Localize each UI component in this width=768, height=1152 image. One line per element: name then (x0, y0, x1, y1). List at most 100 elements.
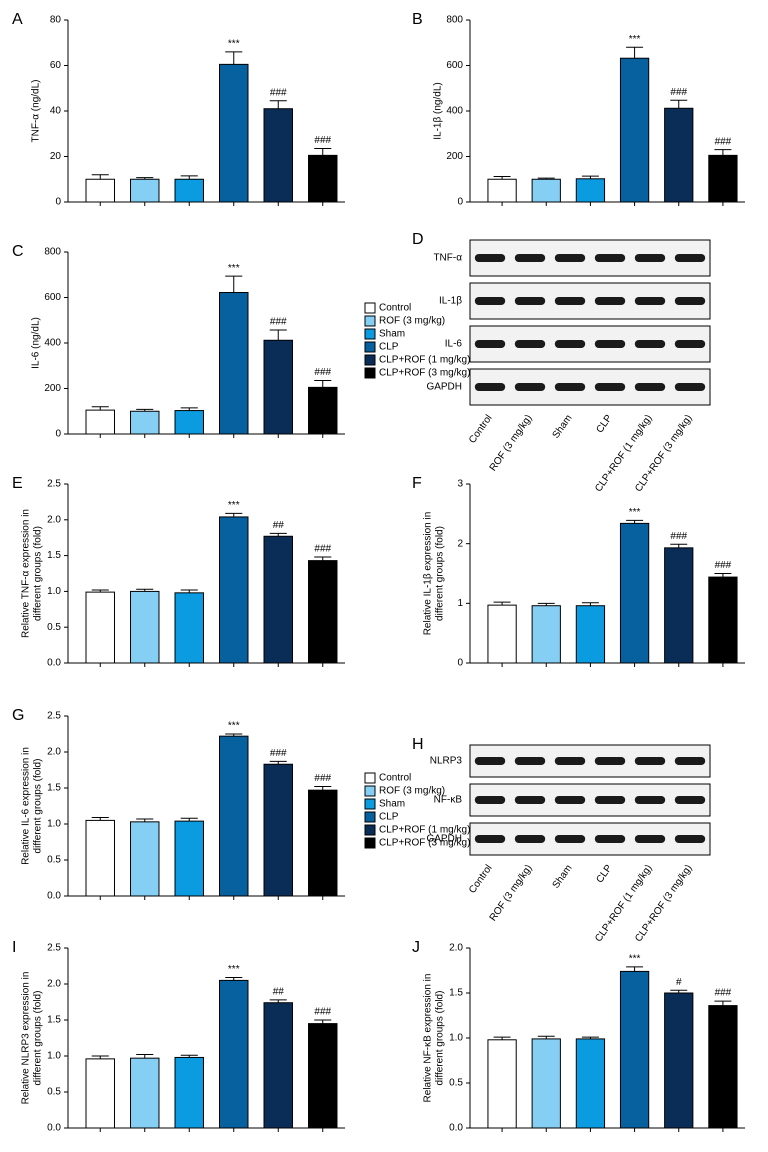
blot-band (554, 383, 586, 391)
significance-label: *** (629, 34, 641, 45)
blot-band (634, 254, 666, 262)
blot-band (554, 254, 586, 262)
blot-frame (469, 325, 711, 363)
y-tick-label: 200 (44, 383, 61, 394)
blot-band (554, 297, 586, 305)
significance-label: *** (228, 964, 240, 975)
legend-label: Control (379, 303, 411, 314)
significance-label: ### (314, 544, 331, 555)
significance-label: ## (273, 986, 285, 997)
y-tick-label: 2.0 (47, 747, 61, 758)
bar (619, 522, 650, 664)
y-tick-label: 0.5 (449, 1078, 463, 1089)
y-axis-label: Relative IL-1β expression in (423, 512, 434, 636)
bar (174, 592, 204, 664)
significance-label: ### (715, 988, 732, 999)
y-axis-label: TNF-α (ng/dL) (31, 79, 42, 142)
blot-band (474, 254, 506, 262)
bar (531, 1038, 561, 1129)
legend-label: CLP (379, 812, 399, 823)
bar (219, 735, 249, 897)
bar (308, 560, 338, 664)
blot-band (634, 383, 666, 391)
bar (85, 591, 115, 664)
bar (263, 1002, 293, 1129)
bar (263, 763, 293, 897)
blot-band (674, 757, 706, 765)
blot-band (594, 340, 626, 348)
significance-label: ### (715, 560, 732, 571)
blot-row-label: GAPDH (426, 834, 462, 845)
blot-band (474, 835, 506, 843)
y-tick-label: 1.0 (47, 819, 61, 830)
panel-label: D (412, 231, 424, 248)
significance-label: ### (314, 135, 331, 146)
y-tick-label: 0 (457, 658, 463, 669)
y-tick-label: 600 (44, 292, 61, 303)
bar (85, 1058, 115, 1129)
blot-band (594, 254, 626, 262)
bar (219, 63, 249, 203)
blot-band (594, 757, 626, 765)
y-axis-label: different groups (fold) (33, 991, 44, 1086)
y-axis-label: IL-1β (ng/dL) (433, 82, 444, 139)
legend-swatch (364, 824, 376, 836)
y-axis-label: Relative NF-κB expression in (423, 974, 434, 1103)
y-tick-label: 0.5 (47, 1087, 61, 1098)
bar (219, 516, 249, 664)
legend-swatch (364, 811, 376, 823)
bar (85, 819, 115, 897)
significance-label: *** (228, 263, 240, 274)
bar (130, 590, 160, 664)
blot-band (674, 254, 706, 262)
y-tick-label: 2.0 (47, 514, 61, 525)
y-tick-label: 800 (44, 247, 61, 258)
blot-band (674, 340, 706, 348)
blot-band (674, 796, 706, 804)
bar (575, 178, 606, 203)
blot-band (554, 835, 586, 843)
bar (487, 1039, 517, 1129)
bar (174, 820, 204, 897)
blot-lane-label: CLP (594, 863, 614, 886)
bar (487, 178, 517, 203)
significance-label: ### (715, 136, 732, 147)
bar (575, 605, 606, 664)
panel-label: B (412, 11, 423, 28)
bar (664, 107, 694, 203)
blot-band (474, 796, 506, 804)
y-tick-label: 1.0 (47, 1051, 61, 1062)
legend-swatch (364, 837, 376, 849)
y-tick-label: 0.0 (47, 891, 61, 902)
y-tick-label: 2.5 (47, 711, 61, 722)
y-tick-label: 0.0 (449, 1123, 463, 1134)
y-axis-label: different groups (fold) (435, 991, 446, 1086)
blot-lane-label: Sham (551, 863, 575, 891)
blot-band (634, 340, 666, 348)
blot-band (634, 757, 666, 765)
y-tick-label: 2.5 (47, 479, 61, 490)
bar (130, 178, 160, 203)
y-tick-label: 0.5 (47, 855, 61, 866)
bar (308, 386, 338, 435)
blot-band (554, 796, 586, 804)
blot-band (474, 297, 506, 305)
blot-lane-label: CLP (594, 413, 614, 436)
panel-label: I (12, 939, 16, 956)
significance-label: *** (629, 954, 641, 965)
bar (263, 535, 293, 664)
bar (619, 970, 650, 1129)
significance-label: ### (314, 367, 331, 378)
blot-band (634, 297, 666, 305)
y-tick-label: 1.5 (449, 988, 463, 999)
bar (85, 409, 115, 435)
y-tick-label: 0.5 (47, 622, 61, 633)
legend-swatch (364, 772, 376, 784)
significance-label: # (676, 977, 682, 988)
legend-label: CLP+ROF (1 mg/kg) (379, 355, 470, 366)
bar (174, 1056, 204, 1129)
y-tick-label: 2.0 (449, 943, 463, 954)
y-tick-label: 400 (446, 106, 463, 117)
y-axis-label: different groups (fold) (435, 526, 446, 621)
blot-band (674, 835, 706, 843)
